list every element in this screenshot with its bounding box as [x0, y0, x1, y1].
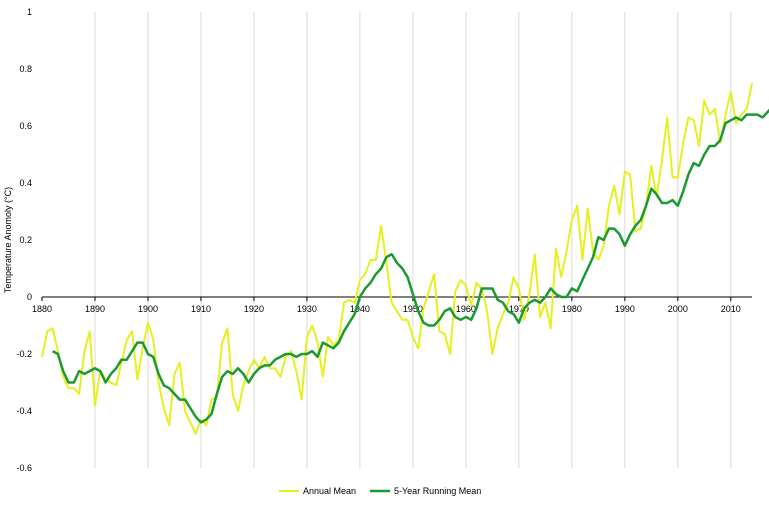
series-line-running-mean [52, 108, 769, 424]
x-tick-label: 1960 [456, 304, 476, 314]
x-tick-label: 1970 [509, 304, 529, 314]
x-tick-label: 1880 [32, 304, 52, 314]
x-axis-ticks: 1880 1890 1900 1910 1920 1930 1940 1950 1960 1970… [32, 297, 741, 314]
y-tick-label: 0.2 [19, 235, 32, 245]
x-tick-label: 1990 [615, 304, 635, 314]
series-line-annual-mean [41, 83, 753, 435]
y-tick-label: 1 [27, 7, 32, 17]
x-tick-label: 1950 [403, 304, 423, 314]
x-tick-label: 1890 [85, 304, 105, 314]
y-tick-label: 0 [27, 292, 32, 302]
legend-label: 5-Year Running Mean [394, 486, 481, 496]
x-tick-label: 2010 [721, 304, 741, 314]
y-tick-label: -0.2 [16, 349, 32, 359]
x-tick-label: 1910 [191, 304, 211, 314]
y-tick-label: 0.6 [19, 121, 32, 131]
legend-label: Annual Mean [303, 486, 356, 496]
y-axis-ticks: -0.6 -0.4 -0.2 0 0.2 0.4 0.6 0.8 1 [16, 7, 32, 473]
x-tick-label: 1930 [297, 304, 317, 314]
y-tick-label: 0.8 [19, 64, 32, 74]
x-tick-label: 1980 [562, 304, 582, 314]
x-tick-label: 1900 [138, 304, 158, 314]
y-tick-label: -0.6 [16, 463, 32, 473]
y-tick-label: 0.4 [19, 178, 32, 188]
x-tick-label: 1940 [350, 304, 370, 314]
x-tick-label: 1920 [244, 304, 264, 314]
y-tick-label: -0.4 [16, 406, 32, 416]
legend: Annual Mean 5-Year Running Mean [279, 486, 481, 496]
vertical-gridlines [94, 12, 732, 468]
y-axis-title: Temperature Anomoly (°C) [3, 187, 13, 293]
x-tick-label: 2000 [668, 304, 688, 314]
series-lines [41, 83, 769, 435]
